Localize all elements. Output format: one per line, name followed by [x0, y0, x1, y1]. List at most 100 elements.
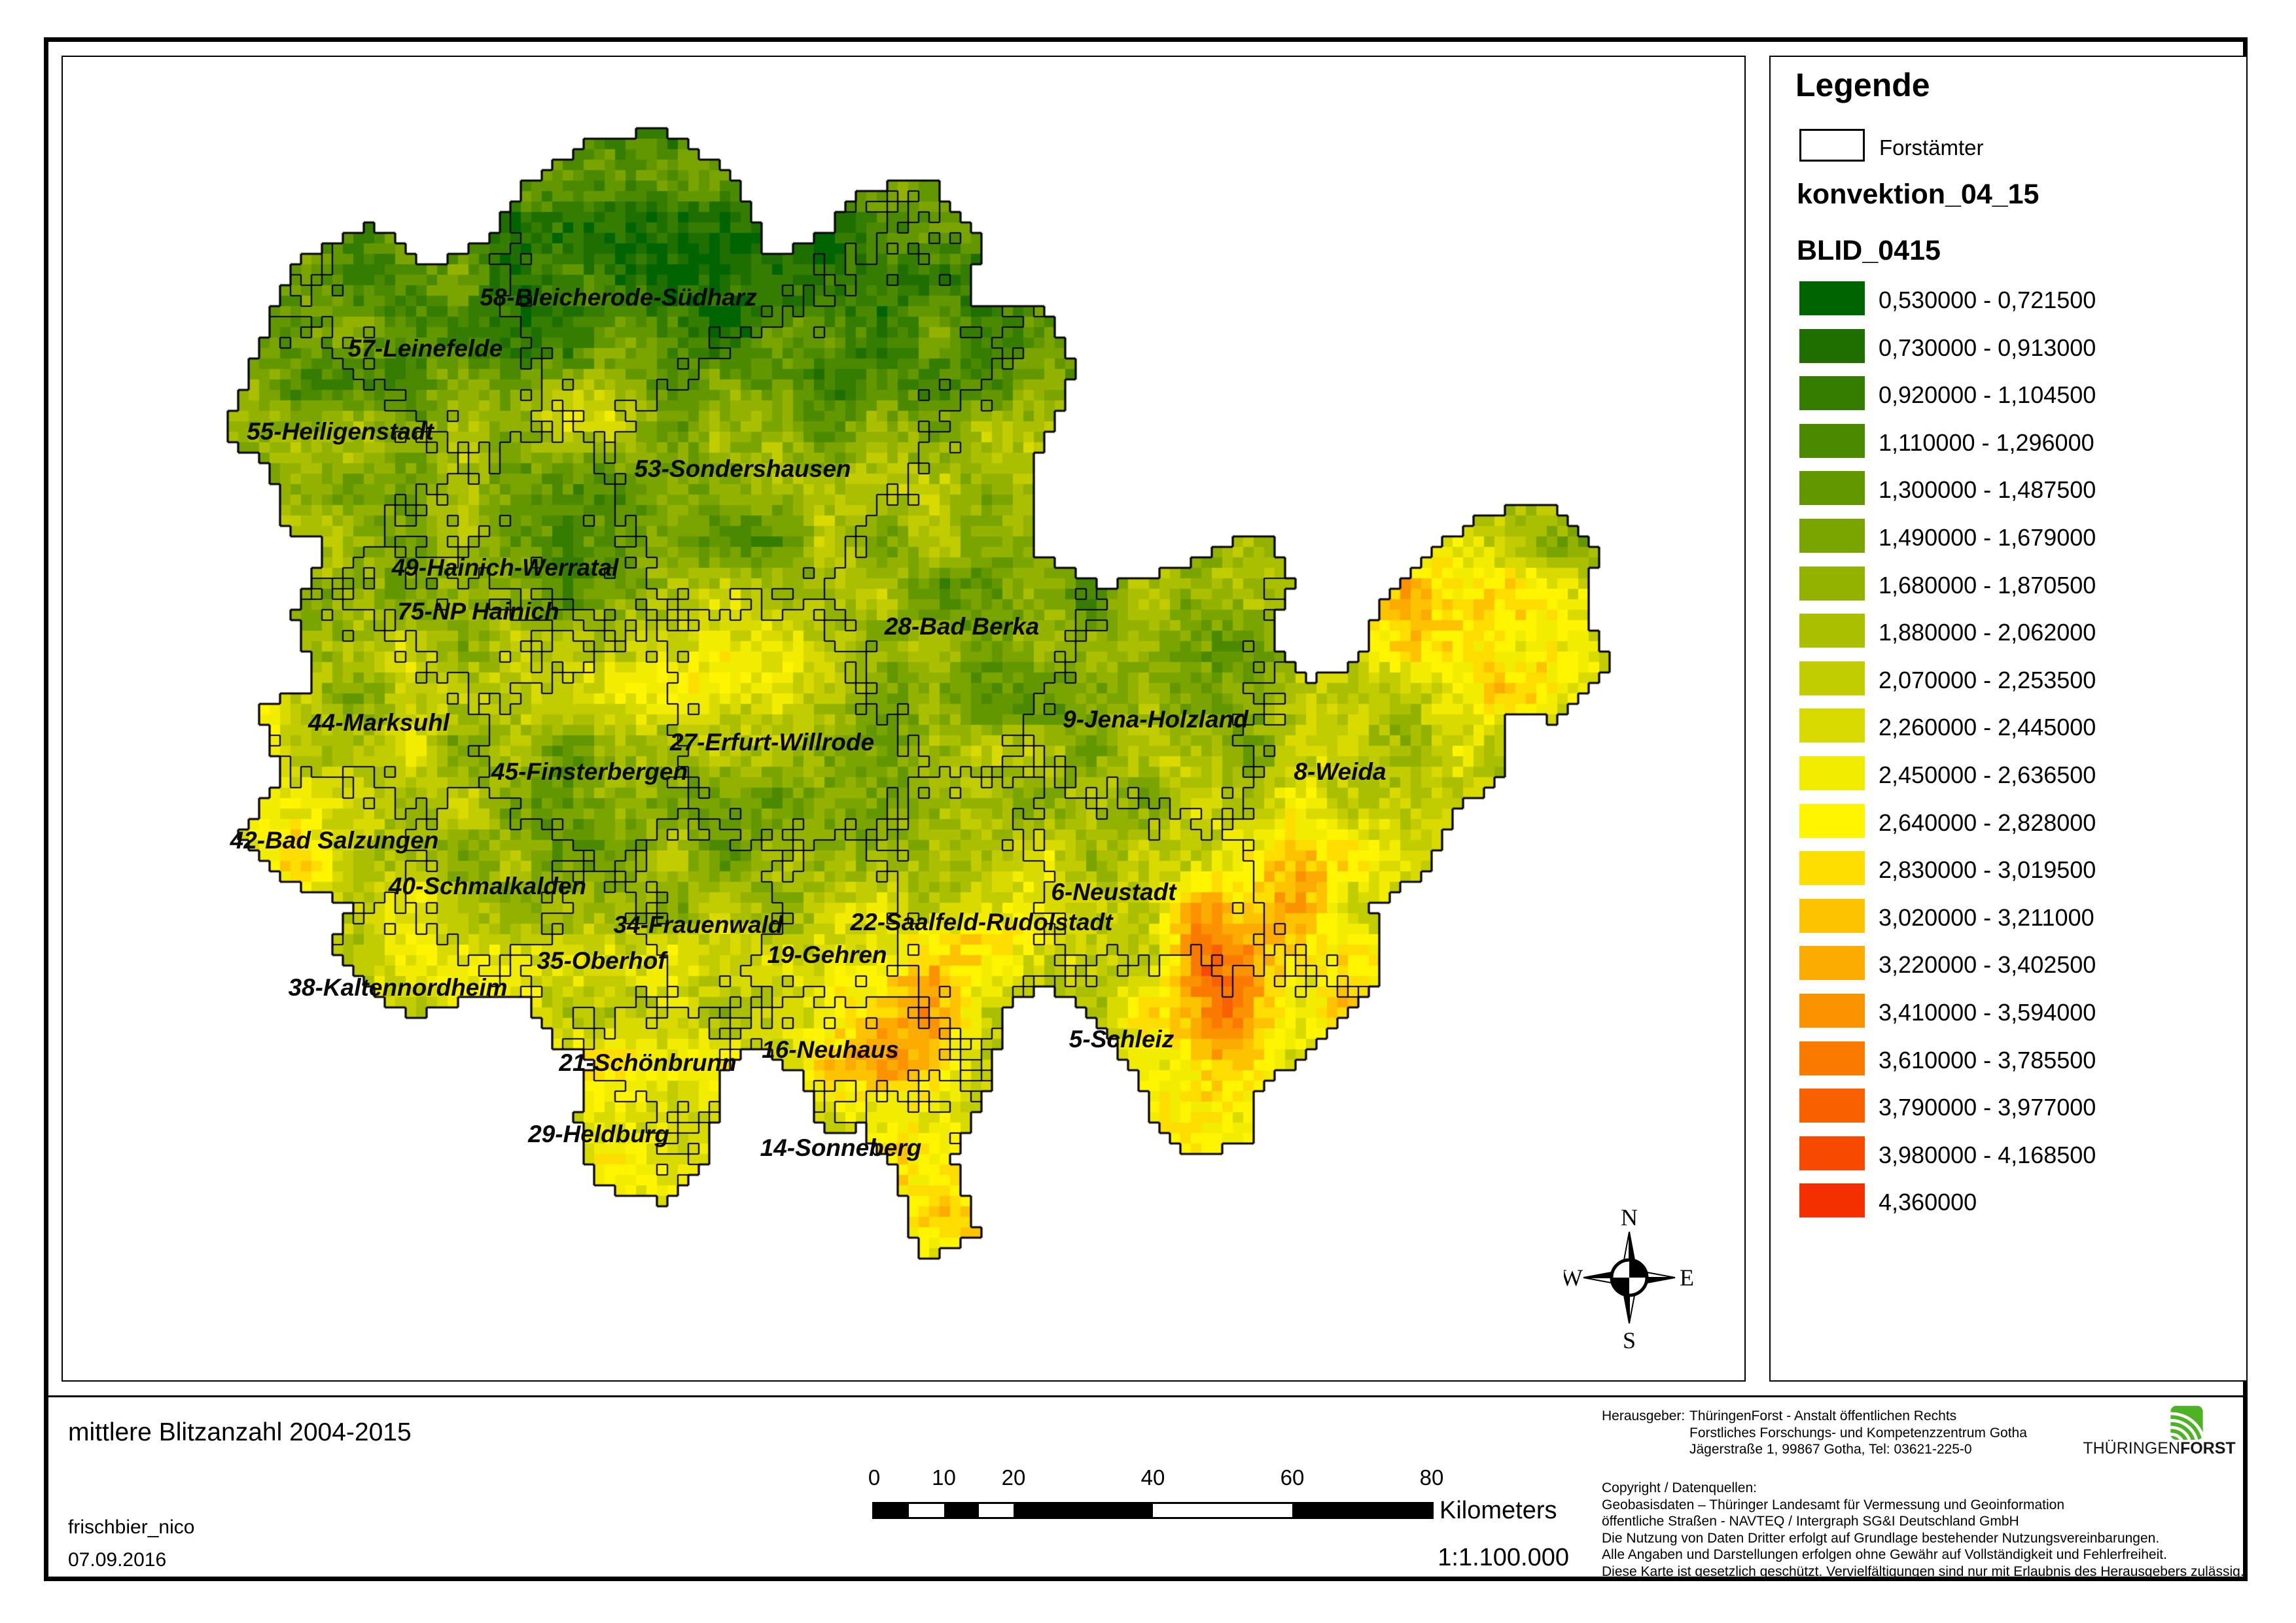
legend-class-range: 3,020000 - 3,211000 — [1879, 903, 2094, 931]
legend-class-range: 2,640000 - 2,828000 — [1879, 809, 2096, 836]
scale-ratio: 1:1.100.000 — [1438, 1544, 1569, 1571]
legend-class-swatch — [1799, 519, 1865, 553]
legend-title: Legende — [1795, 67, 1930, 103]
legend-class-range: 0,730000 - 0,913000 — [1879, 334, 2096, 361]
district-label: 19-Gehren — [767, 941, 887, 968]
legend-class-list: 0,530000 - 0,721500 0,730000 - 0,913000 0,… — [1771, 57, 2249, 1383]
district-label: 40-Schmalkalden — [388, 873, 587, 899]
thueringenforst-logo-text: THÜRINGENFORST — [2074, 1439, 2244, 1458]
legend-class-swatch — [1799, 708, 1865, 743]
legend-class-range: 1,110000 - 1,296000 — [1879, 428, 2094, 456]
district-label: 38-Kaltennordheim — [288, 974, 508, 1001]
forstamter-label: Forstämter — [1879, 135, 1984, 160]
copyright-line: öffentliche Straßen - NAVTEQ / Intergrap… — [1602, 1514, 2019, 1529]
district-label: 9-Jena-Holzland — [1063, 706, 1248, 733]
publisher-line: Jägerstraße 1, 99867 Gotha, Tel: 03621-2… — [1689, 1442, 1972, 1457]
publisher-line: Forstliches Forschungs- und Kompetenzzen… — [1689, 1425, 2027, 1440]
scale-bar-segment — [1014, 1504, 1153, 1517]
scale-bar-unit: Kilometers — [1439, 1497, 1557, 1524]
legend-class-range: 1,680000 - 1,870500 — [1879, 571, 2096, 599]
scale-bar-segment — [1153, 1504, 1292, 1517]
scale-bar-tick: 10 — [932, 1465, 956, 1490]
district-label: 75-NP Hainich — [397, 598, 559, 625]
compass-w-label: W — [1564, 1265, 1583, 1291]
district-label: 28-Bad Berka — [884, 613, 1040, 640]
compass-s-label: S — [1623, 1327, 1636, 1353]
district-label: 14-Sonneberg — [760, 1134, 922, 1161]
legend-class-range: 4,360000 — [1879, 1189, 1977, 1216]
publisher-label: Herausgeber: — [1602, 1408, 1686, 1423]
legend-class-range: 0,530000 - 0,721500 — [1879, 287, 2096, 313]
legend-class-swatch — [1799, 994, 1865, 1028]
legend-class-swatch — [1799, 803, 1865, 838]
publisher-block: Herausgeber: ThüringenForst - Anstalt öf… — [1602, 1408, 2027, 1458]
copyright-label: Copyright / Datenquellen: — [1602, 1480, 1757, 1495]
scale-bar-segment — [978, 1504, 1014, 1517]
scale-bar-segment — [1292, 1504, 1432, 1517]
legend-class-swatch — [1799, 614, 1865, 648]
compass-e-label: E — [1680, 1265, 1694, 1291]
legend-layer-title: konvektion_04_15 — [1797, 179, 2040, 210]
district-label: 8-Weida — [1294, 758, 1386, 785]
district-label: 16-Neuhaus — [762, 1036, 899, 1063]
compass-n-label: N — [1621, 1204, 1638, 1230]
legend-class-swatch — [1799, 756, 1865, 790]
legend-class-swatch — [1799, 661, 1865, 695]
scale-bar-tick: 0 — [868, 1465, 881, 1490]
legend-class-swatch — [1799, 1183, 1865, 1218]
district-label: 42-Bad Salzungen — [230, 827, 439, 854]
legend-class-range: 1,880000 - 2,062000 — [1879, 619, 2096, 646]
district-label: 49-Hainich-Werratal — [391, 554, 619, 581]
compass-rose-icon: N E S W — [1564, 1204, 1694, 1353]
district-label: 27-Erfurt-Willrode — [669, 729, 875, 756]
legend-class-swatch — [1799, 898, 1865, 933]
author-name: frischbier_nico — [68, 1516, 195, 1538]
legend-class-range: 3,410000 - 3,594000 — [1879, 999, 2096, 1026]
legend-class-swatch — [1799, 281, 1865, 315]
legend-class-range: 2,260000 - 2,445000 — [1879, 714, 2096, 741]
forstamter-swatch — [1799, 129, 1865, 162]
legend-class-swatch — [1799, 376, 1865, 411]
legend-band-title: BLID_0415 — [1797, 235, 1941, 266]
legend-class-swatch — [1799, 1041, 1865, 1075]
district-label: 58-Bleicherode-Südharz — [480, 284, 757, 311]
map-title: mittlere Blitzanzahl 2004-2015 — [68, 1418, 412, 1446]
legend-class-swatch — [1799, 946, 1865, 981]
legend-class-range: 2,450000 - 2,636500 — [1879, 761, 2096, 788]
thueringenforst-logo-icon — [2170, 1406, 2203, 1440]
legend-class-range: 3,790000 - 3,977000 — [1879, 1094, 2096, 1121]
scale-bar-tick: 80 — [1419, 1465, 1444, 1490]
legend-class-swatch — [1799, 471, 1865, 506]
district-label: 45-Finsterbergen — [491, 758, 688, 785]
legend-class-range: 3,610000 - 3,785500 — [1879, 1046, 2096, 1073]
scale-bar-segment — [909, 1504, 944, 1517]
scale-bar-segment — [874, 1504, 910, 1517]
legend-class-swatch — [1799, 328, 1865, 363]
district-label: 35-Oberhof — [537, 947, 666, 974]
legend-class-range: 3,220000 - 3,402500 — [1879, 951, 2096, 979]
copyright-lines: Geobasisdaten – Thüringer Landesamt für … — [1602, 1497, 2244, 1580]
map-date: 07.09.2016 — [68, 1549, 167, 1571]
scale-bar-segment — [944, 1504, 979, 1517]
copyright-line: Diese Karte ist gesetzlich geschützt. Ve… — [1602, 1563, 2244, 1579]
district-label: 55-Heiligenstadt — [247, 418, 434, 445]
district-label: 6-Neustadt — [1051, 879, 1176, 905]
district-label: 53-Sondershausen — [634, 455, 851, 482]
legend-class-swatch — [1799, 1136, 1865, 1170]
legend-class-range: 2,070000 - 2,253500 — [1879, 666, 2096, 693]
legend-class-range: 3,980000 - 4,168500 — [1879, 1141, 2096, 1168]
district-label: 34-Frauenwald — [613, 911, 783, 938]
legend-class-swatch — [1799, 423, 1865, 458]
copyright-block: Copyright / Datenquellen: Geobasisdaten … — [1602, 1480, 2244, 1580]
legend-class-range: 1,490000 - 1,679000 — [1879, 524, 2096, 551]
copyright-line: Die Nutzung von Daten Dritter erfolgt au… — [1602, 1530, 2160, 1546]
district-label: 29-Heldburg — [528, 1121, 669, 1147]
copyright-line: Geobasisdaten – Thüringer Landesamt für … — [1602, 1497, 2065, 1512]
logo-text-normal: THÜRINGEN — [2083, 1439, 2180, 1457]
legend-class-range: 2,830000 - 3,019500 — [1879, 856, 2096, 884]
legend-panel: Legende Forstämter konvektion_04_15 BLID… — [1769, 56, 2248, 1382]
district-label: 5-Schleiz — [1069, 1026, 1174, 1053]
district-label: 57-Leinefelde — [347, 335, 503, 362]
copyright-line: Alle Angaben und Darstellungen erfolgen … — [1602, 1547, 2167, 1562]
